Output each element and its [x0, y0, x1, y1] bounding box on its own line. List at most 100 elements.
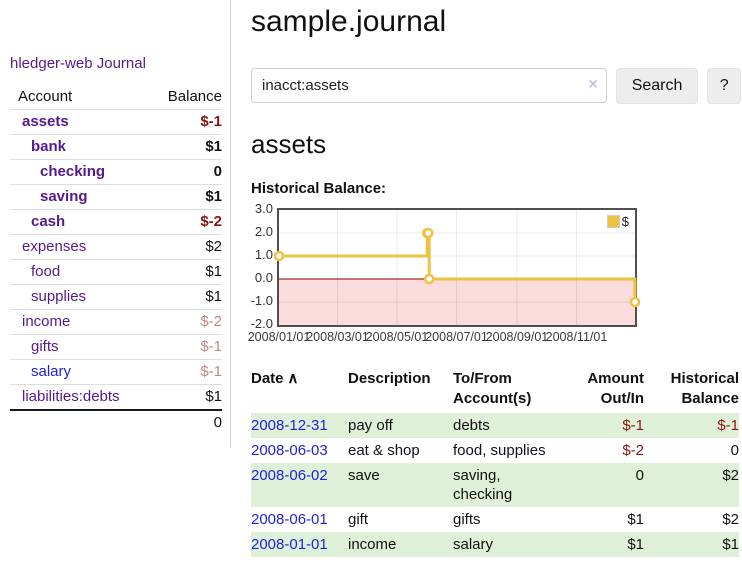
account-balance: $1 — [151, 284, 222, 310]
register-row: 2008-06-02 save saving, checking 0 $2 — [251, 463, 739, 507]
transaction-accounts: salary — [453, 532, 563, 557]
account-row: income $-2 — [10, 309, 222, 335]
register-row: 2008-12-31 pay off debts $-1 $-1 — [251, 413, 739, 438]
account-row: gifts $-1 — [10, 334, 222, 360]
x-axis-tick-label: 2008/03/01 — [306, 330, 369, 344]
register-row: 2008-06-03 eat & shop food, supplies $-2 0 — [251, 438, 739, 463]
date-column-header[interactable]: Date ∧ — [251, 370, 299, 387]
register-header-row: Date ∧ Description To/From Account(s) Amo… — [251, 367, 739, 413]
account-balance: $-1 — [151, 334, 222, 360]
historical-balance-chart: $ 3.0 2.0 1.0 0.0 -1.0 -2.0 2008/01/01 2008/03/… — [248, 202, 742, 346]
transaction-balance: 0 — [730, 442, 739, 459]
account-total-balance: 0 — [151, 409, 222, 435]
app-title-link[interactable]: hledger-web — [10, 55, 93, 72]
search-button[interactable]: Search — [615, 68, 699, 104]
sidebar-item-journal[interactable]: Journal — [96, 55, 146, 72]
y-axis-tick-label: 0.0 — [254, 270, 273, 285]
transaction-date-link[interactable]: 2008-06-02 — [251, 467, 328, 484]
account-row: food $1 — [10, 259, 222, 285]
y-axis-tick-label: 2.0 — [254, 224, 273, 239]
register-table: Date ∧ Description To/From Account(s) Amo… — [251, 367, 739, 557]
chart-title: Historical Balance: — [251, 180, 387, 197]
transaction-balance: $2 — [644, 463, 739, 507]
main-content: sample.journal × Search ? assets Histori… — [231, 0, 742, 557]
balance-column-header: Balance — [167, 88, 222, 105]
x-axis-tick-label: 2008/07/01 — [425, 330, 488, 344]
transaction-description: save — [348, 463, 453, 507]
clear-search-icon[interactable]: × — [588, 76, 598, 93]
search-form: × Search ? — [251, 68, 741, 104]
account-row: bank $1 — [10, 134, 222, 160]
search-box: × — [251, 68, 607, 104]
sidebar-item-cash[interactable]: cash — [31, 213, 66, 230]
account-balance: $-2 — [151, 209, 222, 235]
sidebar-item-expenses[interactable]: expenses — [22, 238, 87, 255]
register-row: 2008-06-01 gift gifts $1 $2 — [251, 507, 739, 532]
search-input[interactable] — [251, 68, 607, 103]
x-axis-tick-label: 2008/09/01 — [485, 330, 549, 344]
account-row: expenses $2 — [10, 234, 222, 260]
transaction-amount: 0 — [563, 463, 644, 507]
sidebar-item-saving[interactable]: saving — [40, 188, 88, 205]
account-heading: assets — [251, 129, 327, 159]
account-row: checking 0 — [10, 159, 222, 185]
transaction-description: gift — [348, 511, 369, 528]
account-row: cash $-2 — [10, 209, 222, 235]
account-balance: $1 — [151, 259, 222, 285]
transaction-description: pay off — [348, 413, 453, 438]
y-axis-tick-label: -2.0 — [250, 316, 273, 331]
account-row: salary $-1 — [10, 359, 222, 385]
sidebar-item-bank[interactable]: bank — [31, 138, 67, 155]
chart-plot-area: $ — [273, 208, 641, 327]
transaction-accounts: food, supplies — [453, 442, 546, 459]
transaction-accounts: debts — [453, 413, 563, 438]
page-title: sample.journal — [251, 5, 447, 38]
account-column-header: Account — [18, 88, 73, 105]
register-row: 2008-01-01 income salary $1 $1 — [251, 532, 739, 557]
transaction-accounts: saving, checking — [453, 463, 563, 507]
sidebar-item-salary[interactable]: salary — [31, 363, 72, 380]
transaction-balance: $2 — [722, 511, 739, 528]
transaction-balance: $-1 — [644, 413, 739, 438]
account-balance: $-1 — [151, 359, 222, 385]
description-column-header: Description — [348, 370, 431, 387]
amount-column-header: Amount Out/In — [587, 370, 644, 407]
sidebar-item-checking[interactable]: checking — [40, 163, 106, 180]
account-balance: 0 — [151, 159, 222, 185]
page: hledger-web Journal Account Balance asse… — [0, 0, 742, 557]
sidebar-item-gifts[interactable]: gifts — [31, 338, 59, 355]
y-axis-tick-label: -1.0 — [250, 293, 273, 308]
sidebar-item-food[interactable]: food — [31, 263, 61, 280]
transaction-balance: $1 — [644, 532, 739, 557]
account-row: assets $-1 — [10, 109, 222, 135]
sort-asc-icon: ∧ — [287, 370, 299, 387]
x-axis-tick-label: 2008/11/01 — [545, 330, 608, 344]
transaction-amount: $1 — [563, 532, 644, 557]
balance-column-header: Historical Balance — [670, 370, 739, 407]
transaction-date-link[interactable]: 2008-06-01 — [251, 511, 328, 528]
transaction-date-link[interactable]: 2008-06-03 — [251, 442, 328, 459]
account-balance: $-1 — [151, 109, 222, 135]
transaction-description: income — [348, 532, 453, 557]
sidebar-item-income[interactable]: income — [22, 313, 71, 330]
sidebar: hledger-web Journal Account Balance asse… — [0, 0, 231, 447]
account-tree: Account Balance assets $-1 bank $1 checking 0… — [10, 85, 222, 435]
account-balance: $1 — [151, 134, 222, 160]
transaction-amount: $-1 — [563, 413, 644, 438]
help-button[interactable]: ? — [707, 68, 741, 104]
sidebar-item-assets[interactable]: assets — [22, 113, 69, 130]
accounts-column-header: To/From Account(s) — [453, 370, 532, 407]
sidebar-item-liabilities-debts[interactable]: liabilities:debts — [22, 388, 120, 405]
transaction-amount: $1 — [627, 511, 644, 528]
transaction-date-link[interactable]: 2008-12-31 — [251, 417, 328, 434]
legend-swatch-icon — [606, 215, 620, 228]
transaction-date-link[interactable]: 2008-01-01 — [251, 536, 328, 553]
account-balance: $2 — [151, 234, 222, 260]
account-balance: $1 — [151, 384, 222, 410]
account-row: supplies $1 — [10, 284, 222, 310]
y-axis-tick-label: 3.0 — [254, 201, 273, 216]
sidebar-item-supplies[interactable]: supplies — [31, 288, 87, 305]
account-balance: $1 — [151, 184, 222, 210]
x-axis-tick-label: 2008/05/01 — [365, 330, 429, 344]
chart-line-series — [273, 210, 641, 325]
